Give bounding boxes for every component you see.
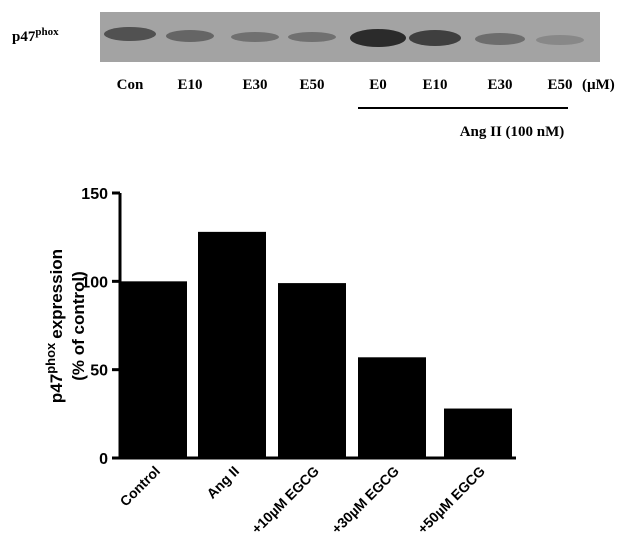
bar — [198, 231, 266, 458]
y-tick-label: 0 — [99, 451, 108, 468]
x-tick-label: +30µM EGCG — [328, 463, 402, 537]
lane-label: E10 — [422, 77, 447, 93]
x-tick-label: Control — [117, 463, 164, 510]
bar — [119, 281, 187, 458]
x-tick-label: +50µM EGCG — [414, 463, 488, 537]
group-label: Ang II (100 nM) — [460, 124, 565, 140]
y-axis-label: p47phoxexpression (% of control) — [43, 249, 88, 403]
blot-protein-label: p47phox — [12, 26, 59, 45]
y-tick-label: 150 — [81, 186, 108, 203]
bar — [358, 357, 426, 458]
y-tick-label: 50 — [90, 363, 108, 380]
x-tick-label: Ang II — [203, 463, 242, 502]
lane-label: E50 — [299, 77, 324, 93]
blot-image — [100, 12, 600, 62]
svg-text:(% of control): (% of control) — [69, 271, 88, 381]
svg-text:p47phoxexpression: p47phoxexpression — [43, 249, 66, 403]
lane-label: E50 — [547, 77, 572, 93]
lane-label: E30 — [242, 77, 267, 93]
lane-unit: (µM) — [582, 77, 615, 93]
lane-label: E30 — [487, 77, 512, 93]
bar — [278, 283, 346, 458]
y-tick-label: 100 — [81, 274, 108, 291]
lane-label: Con — [117, 77, 144, 93]
x-tick-label: +10µM EGCG — [248, 463, 322, 537]
bar — [444, 408, 512, 458]
lane-label: E10 — [177, 77, 202, 93]
lane-label: E0 — [369, 77, 387, 93]
